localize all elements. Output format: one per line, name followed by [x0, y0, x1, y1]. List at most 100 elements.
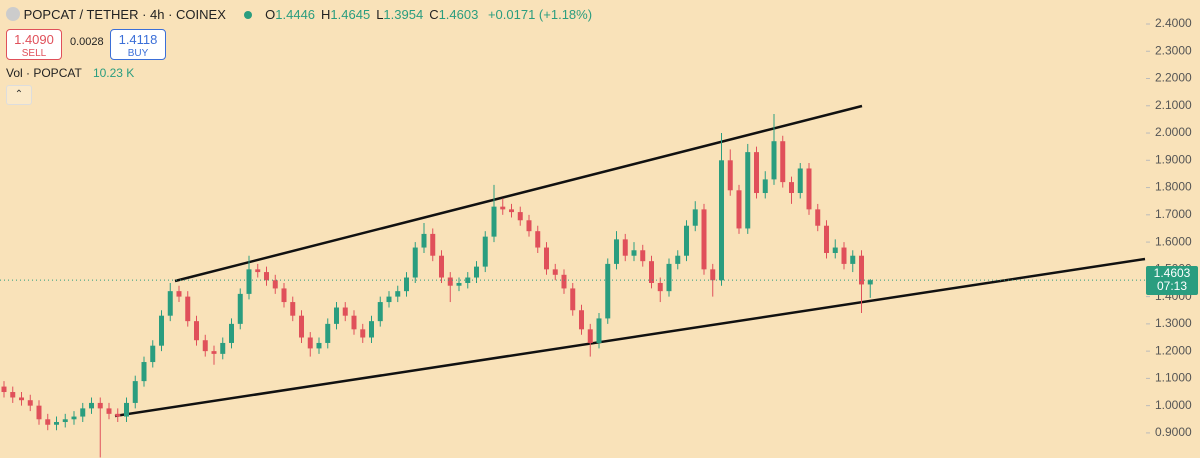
y-tick-label: 2.0000	[1155, 125, 1192, 139]
candle-body	[150, 345, 156, 363]
candle-body	[561, 274, 567, 289]
candle-body	[675, 255, 681, 264]
candle-body	[281, 288, 287, 303]
candle-body	[544, 247, 549, 270]
last-price-box: 1.4603 07:13	[1146, 266, 1198, 296]
candle-body	[27, 400, 33, 406]
candle-body	[640, 250, 646, 262]
candle-body	[570, 288, 576, 311]
y-tick-label: 2.3000	[1155, 43, 1192, 57]
candle-body	[246, 269, 252, 294]
ohlc-key: H	[321, 7, 331, 22]
candle-body	[106, 408, 112, 414]
candle-body	[666, 263, 672, 292]
ohlc-value: 1.3954	[383, 7, 424, 22]
candle-body	[815, 209, 821, 226]
lower-trendline	[114, 257, 1146, 418]
candle-body	[19, 397, 24, 401]
candle-body	[789, 182, 794, 194]
candle-body	[771, 141, 777, 180]
candle-body	[754, 152, 759, 194]
candle-body	[325, 323, 331, 343]
candle-body	[841, 247, 847, 264]
candle-body	[290, 302, 296, 316]
candle-body	[54, 422, 59, 425]
candle-body	[386, 296, 392, 303]
candle-body	[587, 329, 593, 343]
y-tick-label: 0.9000	[1155, 425, 1192, 439]
candle-body	[824, 225, 829, 253]
candle-body	[657, 282, 663, 292]
candle-body	[684, 225, 689, 256]
candle-body	[264, 272, 269, 281]
candle-body	[124, 402, 129, 417]
candle-body	[115, 413, 121, 417]
y-tick-label: 1.0000	[1155, 398, 1192, 412]
sell-button[interactable]: 1.4090 SELL	[6, 29, 62, 60]
candle-body	[342, 307, 348, 316]
candle-body	[89, 402, 94, 409]
candle-body	[474, 266, 479, 278]
candle-body	[71, 416, 77, 420]
ohlc: O1.4446 H1.4645 L1.3954 C1.4603	[265, 7, 484, 22]
candle-body	[159, 315, 164, 346]
collapse-button[interactable]: ⌃	[6, 85, 32, 105]
candle-body	[535, 231, 541, 248]
buy-label: BUY	[127, 48, 149, 59]
candle-body	[255, 269, 261, 273]
candle-body	[132, 381, 138, 403]
ohlc-key: O	[265, 7, 276, 22]
candle-body	[80, 408, 86, 417]
candle-body	[334, 307, 339, 324]
ohlc-key: L	[376, 7, 384, 22]
upper-trendline	[174, 104, 863, 283]
last-price-label: 1.4603	[1153, 266, 1191, 281]
candle-body	[412, 247, 418, 278]
ohlc-value: 1.4645	[330, 7, 371, 22]
volume-label: Vol · POPCAT	[6, 66, 82, 80]
candle-body	[202, 340, 208, 352]
candle-body	[176, 291, 182, 297]
candle-body	[395, 291, 401, 297]
candle-body	[867, 280, 873, 285]
candle-body	[36, 405, 42, 420]
candle-body	[762, 179, 768, 194]
y-tick-label: 1.3000	[1155, 316, 1192, 330]
candle-body	[491, 206, 497, 237]
buy-button[interactable]: 1.4118 BUY	[110, 29, 166, 60]
candle-body	[369, 321, 374, 338]
candle-body	[97, 402, 103, 409]
y-tick-label: 1.8000	[1155, 180, 1192, 194]
candle-body	[850, 255, 856, 264]
y-tick-label: 2.2000	[1155, 71, 1192, 85]
candle-body	[806, 168, 812, 210]
logo	[6, 7, 20, 21]
candle-body	[299, 315, 304, 338]
candle-body	[194, 321, 199, 341]
candle-body	[509, 209, 514, 213]
candle-body	[719, 160, 724, 281]
sell-label: SELL	[21, 48, 47, 59]
candle-body	[780, 141, 786, 183]
candle-body	[307, 337, 313, 349]
candle-body	[701, 209, 707, 270]
candle-body	[377, 302, 383, 322]
candle-body	[579, 310, 584, 330]
change: +0.0171 (+1.18%)	[487, 7, 593, 22]
candle-body	[237, 293, 243, 324]
candle-body	[736, 190, 742, 229]
candle-body	[622, 239, 628, 256]
candle-body	[229, 323, 234, 343]
header: POPCAT / TETHER · 4h · COINEX O1.4446 H1.…	[6, 7, 592, 22]
candle-body	[526, 220, 532, 232]
symbol: POPCAT / TETHER · 4h · COINEX	[23, 7, 226, 22]
sell-price: 1.4090	[14, 32, 54, 47]
candle-body	[727, 160, 733, 191]
candle-body	[1, 386, 7, 393]
candle-body	[447, 277, 453, 286]
volume-value: 10.23 K	[92, 66, 135, 80]
candle-body	[500, 206, 506, 210]
candle-body	[605, 263, 611, 319]
